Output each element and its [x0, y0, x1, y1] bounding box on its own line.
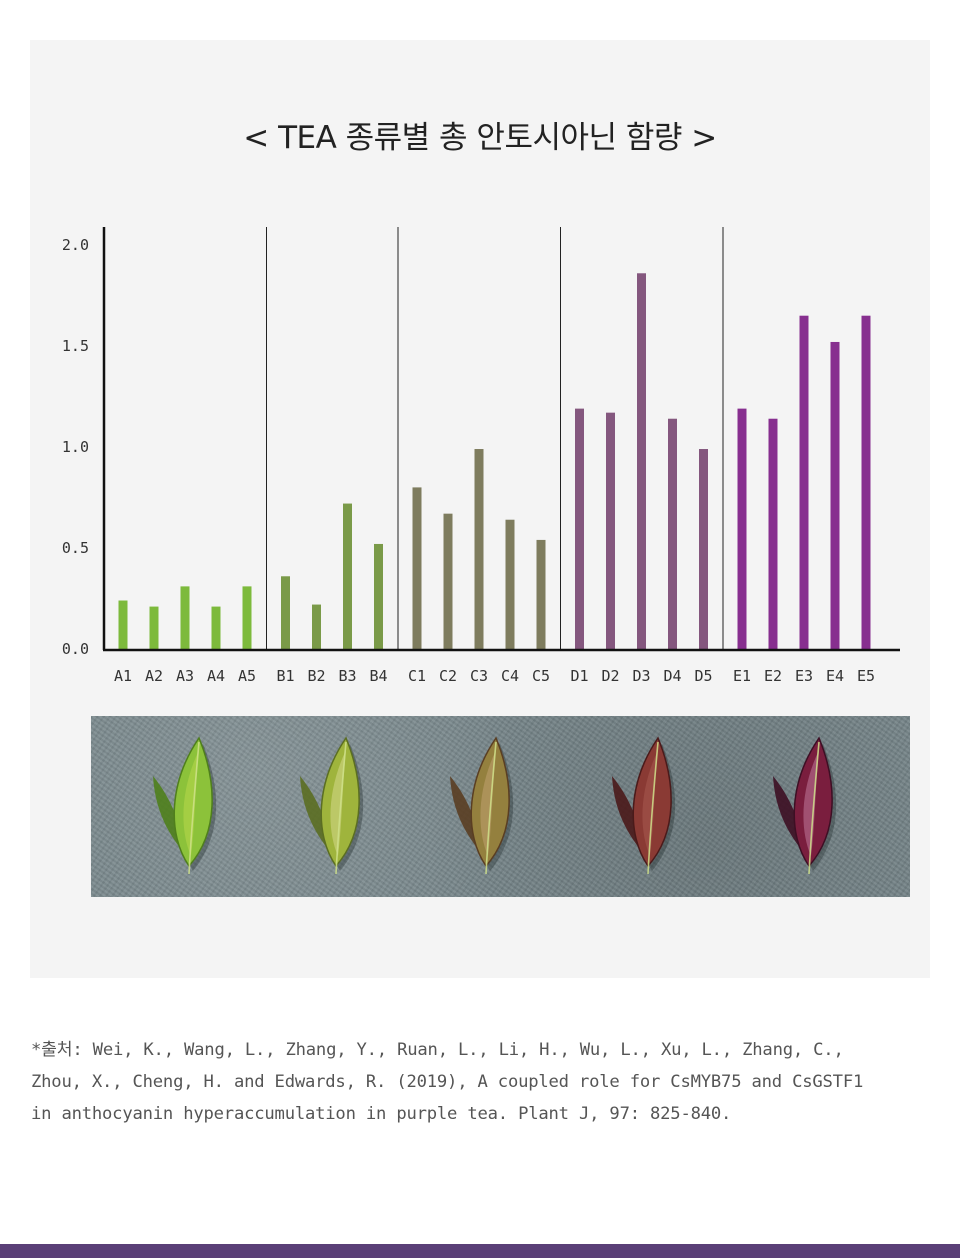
x-tick-label: D4	[663, 667, 681, 685]
bar-C3	[474, 449, 484, 649]
citation-line-1: *출처: Wei, K., Wang, L., Zhang, Y., Ruan,…	[31, 1040, 844, 1060]
leaf-midrib	[485, 741, 497, 875]
bar-C1	[412, 487, 422, 649]
bar-D2	[606, 412, 615, 649]
x-tick-label: B4	[369, 667, 387, 685]
x-tick-label: E3	[795, 667, 813, 685]
y-tick-label: 1.5	[62, 337, 89, 355]
bar-D5	[699, 449, 708, 649]
bottom-bar	[0, 1244, 960, 1258]
leaf-highlight	[480, 750, 496, 856]
y-tick-label: 2.0	[62, 236, 89, 254]
x-tick-label: D1	[570, 667, 588, 685]
x-tick-label: A4	[207, 667, 225, 685]
leaf-highlight	[330, 750, 346, 856]
leaf-midrib	[335, 741, 347, 875]
x-tick-label: E1	[733, 667, 751, 685]
leaf-E	[773, 736, 837, 875]
x-tick-label: C2	[439, 667, 457, 685]
x-tick-label: A5	[238, 667, 256, 685]
citation-line-2: Zhou, X., Cheng, H. and Edwards, R. (201…	[31, 1072, 864, 1092]
leaf-A	[153, 736, 217, 875]
leaf-B	[300, 736, 364, 875]
citation: *출처: Wei, K., Wang, L., Zhang, Y., Ruan,…	[31, 1034, 931, 1130]
bar-D4	[668, 418, 677, 649]
x-tick-label: C1	[408, 667, 426, 685]
x-tick-label: A2	[145, 667, 163, 685]
bar-B4	[374, 543, 383, 649]
leaf-midrib	[188, 741, 200, 875]
bar-E3	[799, 315, 809, 649]
bar-A3	[180, 586, 190, 649]
bar-D3	[637, 273, 646, 649]
bar-A2	[149, 606, 159, 649]
bar-A5	[242, 586, 252, 649]
bar-B1	[281, 576, 290, 649]
leaf-highlight	[803, 750, 819, 856]
x-tick-label: B1	[276, 667, 294, 685]
bar-chart: 0.0 0.5 1.0 1.5 2.0 A1 A2 A3 A4 A5 B1 B2 B3 B4 C1 C2 C3 C…	[62, 227, 900, 685]
x-tick-label: C3	[470, 667, 488, 685]
x-tick-label: A3	[176, 667, 194, 685]
tea-leaves-photo	[91, 716, 910, 897]
x-tick-label: B3	[338, 667, 356, 685]
bar-C5	[536, 539, 546, 649]
bar-A4	[211, 606, 221, 649]
x-tick-label: D5	[694, 667, 712, 685]
leaf-midrib	[647, 741, 659, 875]
leaf-highlight	[183, 750, 199, 856]
bar-A1	[118, 600, 128, 649]
bar-E5	[861, 315, 871, 649]
x-tick-label: E4	[826, 667, 844, 685]
bar-E4	[830, 341, 840, 649]
x-tick-label: D2	[601, 667, 619, 685]
bar-C4	[505, 519, 515, 649]
x-tick-label: E2	[764, 667, 782, 685]
x-tick-label: C5	[532, 667, 550, 685]
x-tick-label: C4	[501, 667, 519, 685]
leaf-C	[450, 736, 514, 875]
y-tick-label: 1.0	[62, 438, 89, 456]
bar-E2	[768, 418, 778, 649]
chart-title: < TEA 종류별 총 안토시아닌 함량 >	[243, 120, 717, 156]
leaf-D	[612, 736, 676, 875]
x-tick-label: D3	[632, 667, 650, 685]
bar-B2	[312, 604, 321, 649]
x-tick-label: A1	[114, 667, 132, 685]
bar-B3	[343, 503, 352, 649]
x-tick-label: B2	[307, 667, 325, 685]
bar-E1	[737, 408, 747, 649]
y-tick-label: 0.5	[62, 539, 89, 557]
bar-C2	[443, 513, 453, 649]
y-tick-label: 0.0	[62, 640, 89, 658]
bar-D1	[575, 408, 584, 649]
leaf-midrib	[808, 741, 820, 875]
x-tick-label: E5	[857, 667, 875, 685]
leaf-highlight	[642, 750, 658, 856]
citation-line-3: in anthocyanin hyperaccumulation in purp…	[31, 1104, 732, 1124]
